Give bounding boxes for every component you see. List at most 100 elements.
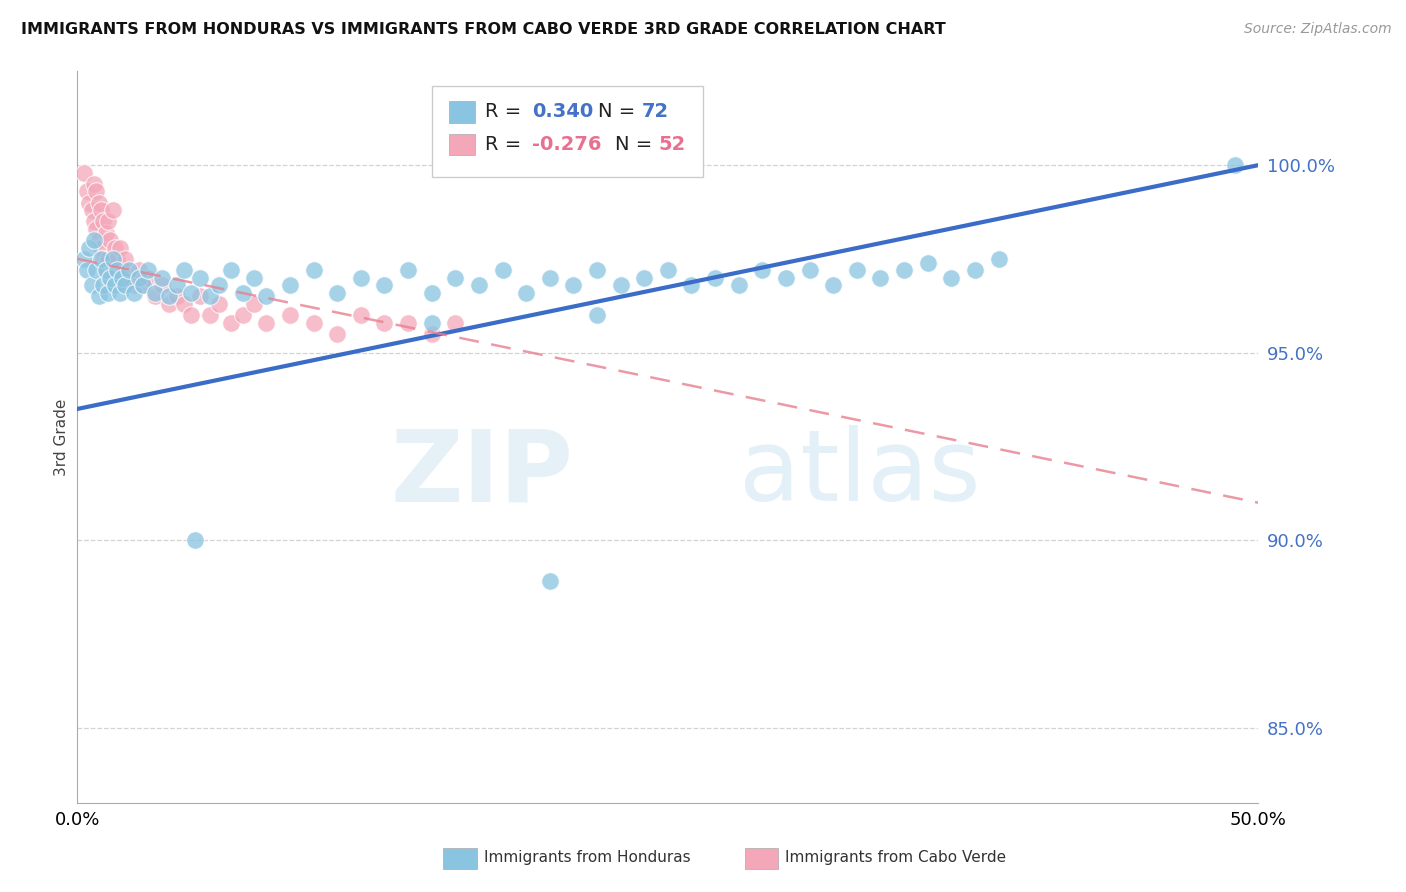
- Point: [373, 316, 395, 330]
- Point: [180, 285, 202, 300]
- Point: [609, 278, 631, 293]
- Point: [150, 270, 173, 285]
- Point: [80, 203, 103, 218]
- Point: [104, 241, 127, 255]
- Point: [83, 233, 105, 247]
- Point: [114, 252, 136, 266]
- Point: [159, 297, 181, 311]
- Text: N =: N =: [598, 102, 641, 121]
- Text: 72: 72: [643, 102, 669, 121]
- Point: [101, 203, 124, 218]
- Point: [727, 278, 749, 293]
- Point: [917, 255, 939, 269]
- Point: [173, 297, 195, 311]
- Point: [350, 270, 373, 285]
- Text: 0.340: 0.340: [531, 102, 593, 121]
- Point: [150, 278, 173, 293]
- Point: [73, 252, 96, 266]
- Point: [302, 263, 325, 277]
- Point: [108, 285, 131, 300]
- Point: [83, 177, 105, 191]
- Point: [87, 289, 110, 303]
- Point: [278, 278, 301, 293]
- Point: [515, 285, 537, 300]
- Point: [94, 263, 117, 277]
- Point: [232, 285, 254, 300]
- Point: [420, 285, 443, 300]
- Point: [128, 270, 150, 285]
- Y-axis label: 3rd Grade: 3rd Grade: [53, 399, 69, 475]
- Point: [586, 263, 609, 277]
- Point: [845, 263, 868, 277]
- Point: [97, 214, 120, 228]
- Point: [108, 241, 131, 255]
- Point: [243, 270, 266, 285]
- Point: [232, 308, 254, 322]
- Point: [893, 263, 915, 277]
- Point: [208, 297, 231, 311]
- Point: [87, 233, 110, 247]
- Point: [122, 278, 145, 293]
- Point: [420, 316, 443, 330]
- Point: [76, 263, 98, 277]
- Text: Source: ZipAtlas.com: Source: ZipAtlas.com: [1244, 22, 1392, 37]
- Point: [823, 278, 845, 293]
- Point: [84, 222, 107, 236]
- Point: [396, 316, 419, 330]
- Point: [97, 252, 120, 266]
- Point: [302, 316, 325, 330]
- Point: [136, 263, 159, 277]
- Point: [114, 278, 136, 293]
- Point: [254, 289, 277, 303]
- Point: [278, 308, 301, 322]
- Text: Immigrants from Honduras: Immigrants from Honduras: [484, 850, 690, 865]
- Point: [1223, 158, 1246, 172]
- Point: [704, 270, 727, 285]
- Point: [118, 263, 141, 277]
- Point: [91, 278, 114, 293]
- Point: [122, 285, 145, 300]
- Point: [90, 241, 112, 255]
- Point: [73, 166, 96, 180]
- Point: [80, 278, 103, 293]
- Point: [107, 252, 129, 266]
- Point: [184, 533, 207, 548]
- Point: [166, 278, 188, 293]
- Text: atlas: atlas: [738, 425, 980, 522]
- Point: [173, 263, 195, 277]
- Point: [941, 270, 963, 285]
- Point: [444, 316, 467, 330]
- Point: [188, 270, 211, 285]
- Point: [681, 278, 703, 293]
- Point: [254, 316, 277, 330]
- Point: [326, 285, 349, 300]
- Point: [198, 289, 221, 303]
- Point: [657, 263, 679, 277]
- Point: [491, 263, 513, 277]
- Text: R =: R =: [485, 135, 527, 154]
- Point: [208, 278, 231, 293]
- Point: [219, 316, 242, 330]
- Point: [97, 285, 120, 300]
- Point: [100, 270, 122, 285]
- Point: [111, 270, 134, 285]
- Point: [633, 270, 655, 285]
- FancyBboxPatch shape: [432, 86, 703, 178]
- Point: [326, 326, 349, 341]
- Point: [91, 214, 114, 228]
- Point: [128, 263, 150, 277]
- Text: -0.276: -0.276: [531, 135, 602, 154]
- Point: [538, 574, 561, 589]
- Point: [751, 263, 773, 277]
- Point: [444, 270, 467, 285]
- Text: Immigrants from Cabo Verde: Immigrants from Cabo Verde: [785, 850, 1005, 865]
- FancyBboxPatch shape: [450, 134, 475, 155]
- Point: [107, 263, 129, 277]
- Point: [373, 278, 395, 293]
- Point: [87, 195, 110, 210]
- Point: [166, 289, 188, 303]
- Point: [420, 326, 443, 341]
- Point: [132, 278, 155, 293]
- Point: [396, 263, 419, 277]
- FancyBboxPatch shape: [745, 848, 778, 869]
